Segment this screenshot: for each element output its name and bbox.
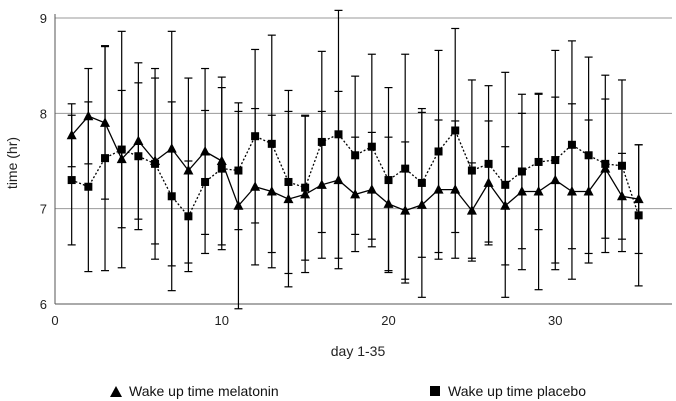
x-tick-label: 0	[51, 313, 58, 328]
square-point	[401, 164, 410, 173]
square-point	[151, 159, 160, 168]
square-point	[417, 178, 426, 187]
x-axis-title: day 1-35	[331, 343, 386, 359]
triangle-point	[133, 135, 144, 145]
triangle-point	[266, 186, 277, 196]
square-point	[601, 159, 610, 168]
square-point	[167, 192, 176, 201]
square-point	[501, 180, 510, 189]
legend-label-placebo: Wake up time placebo	[448, 383, 586, 399]
triangle-point	[333, 174, 344, 185]
triangle-point	[416, 199, 427, 209]
triangle-point	[100, 117, 111, 127]
square-point	[367, 142, 376, 151]
triangle-point	[350, 188, 361, 199]
square-point	[467, 166, 476, 175]
triangle-point	[633, 193, 644, 204]
data-markers	[66, 110, 644, 221]
square-point	[351, 151, 360, 160]
x-tick-label: 30	[548, 313, 562, 328]
square-point	[551, 156, 560, 165]
square-point	[201, 177, 210, 186]
triangle-point	[500, 200, 511, 210]
square-point	[251, 132, 260, 141]
triangle-point	[233, 200, 244, 210]
square-point	[634, 211, 643, 220]
y-tick-label: 9	[40, 11, 47, 26]
y-axis-title: time (hr)	[4, 137, 20, 189]
triangle-point	[550, 174, 561, 185]
series-line-placebo	[71, 129, 640, 218]
square-point	[284, 177, 293, 186]
square-point	[134, 152, 143, 161]
square-point	[84, 182, 93, 191]
square-point	[217, 164, 226, 173]
triangle-point	[250, 181, 261, 191]
triangle-point	[533, 186, 544, 196]
square-point	[584, 151, 593, 160]
triangle-point	[66, 129, 77, 140]
triangle-point	[466, 205, 477, 215]
triangle-point	[283, 193, 294, 204]
x-tick-label: 10	[215, 313, 229, 328]
triangle-point	[450, 184, 461, 194]
axes	[54, 14, 672, 305]
square-point	[117, 145, 126, 154]
tick-labels: 6 7 8 9 0 10 20 30	[40, 11, 563, 328]
triangle-point	[383, 198, 394, 208]
triangle-point	[216, 155, 227, 165]
triangle-point	[166, 143, 177, 153]
square-point	[567, 140, 576, 149]
square-point	[184, 212, 193, 221]
square-point	[451, 126, 460, 135]
x-tick-label: 20	[381, 313, 395, 328]
square-point	[484, 159, 493, 168]
square-point	[67, 176, 76, 185]
triangle-point	[200, 145, 211, 156]
y-tick-label: 8	[40, 106, 47, 121]
square-point	[434, 147, 443, 156]
triangle-point	[600, 163, 611, 173]
triangle-point	[400, 205, 411, 215]
square-point	[334, 130, 343, 139]
triangle-point	[183, 165, 194, 175]
triangle-marker-icon	[110, 385, 122, 397]
triangle-point	[583, 186, 594, 196]
triangle-point	[316, 179, 327, 189]
y-tick-label: 7	[40, 202, 47, 217]
square-point	[317, 137, 326, 146]
y-tick-label: 6	[40, 297, 47, 312]
legend-item-placebo: Wake up time placebo	[430, 383, 586, 399]
triangle-point	[566, 186, 577, 196]
square-point	[234, 166, 243, 175]
square-point	[267, 139, 276, 148]
square-point	[301, 183, 310, 192]
triangle-point	[116, 153, 127, 164]
gridlines	[55, 17, 672, 210]
square-point	[517, 167, 526, 176]
triangle-point	[366, 184, 377, 194]
square-marker-icon	[430, 386, 440, 396]
triangle-point	[433, 184, 444, 194]
triangle-point	[83, 110, 94, 121]
triangle-point	[483, 177, 494, 187]
square-point	[617, 161, 626, 170]
square-point	[384, 176, 393, 185]
legend-label-melatonin: Wake up time melatonin	[129, 383, 279, 399]
legend-item-melatonin: Wake up time melatonin	[110, 383, 279, 399]
square-point	[534, 157, 543, 166]
triangle-point	[516, 186, 527, 196]
square-point	[101, 154, 110, 163]
triangle-point	[616, 190, 627, 201]
triangle-point	[300, 188, 311, 199]
